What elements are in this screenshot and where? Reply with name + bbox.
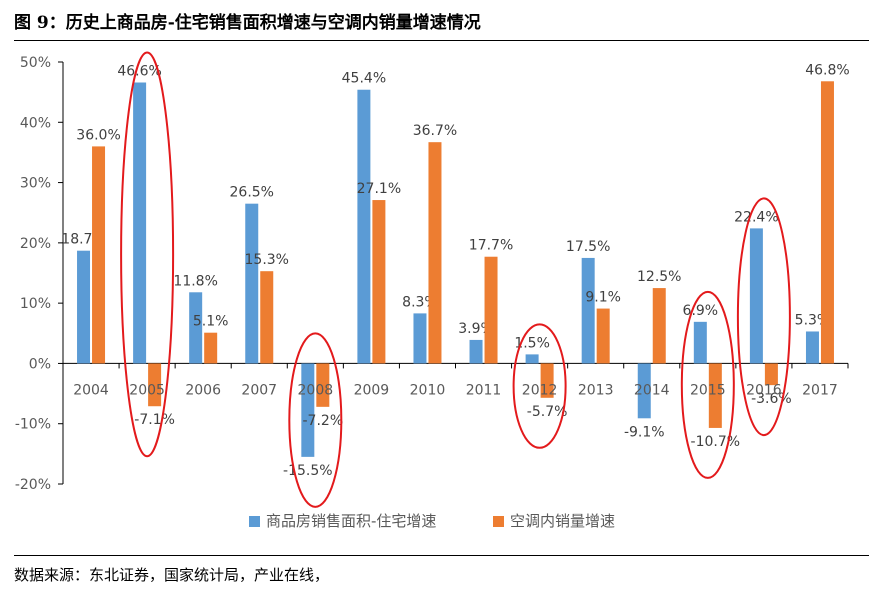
bar-housing-sales-growth: [77, 250, 91, 364]
legend-label-housing: 商品房销售面积-住宅增速: [266, 512, 436, 530]
bar-housing-sales-growth: [581, 257, 595, 364]
data-label-ac: 15.3%: [245, 252, 289, 268]
bar-housing-sales-growth: [301, 363, 315, 457]
highlight-ellipse: [736, 197, 791, 437]
legend-swatch-ac: [493, 516, 504, 527]
highlight-ellipse: [512, 323, 567, 449]
data-label-ac: -7.1%: [134, 412, 175, 428]
data-label-ac: 12.5%: [637, 269, 681, 285]
bar-ac-sales-growth: [820, 81, 834, 364]
x-tick-label: 2017: [802, 382, 838, 398]
highlight-ellipse: [288, 332, 343, 508]
bar-ac-sales-growth: [372, 200, 386, 364]
legend-swatch-housing: [249, 516, 260, 527]
bar-ac-sales-growth: [764, 363, 778, 386]
bar-ac-sales-growth: [652, 288, 666, 364]
data-label-housing: 26.5%: [230, 185, 274, 201]
data-label-housing: 22.4%: [734, 209, 778, 225]
bar-housing-sales-growth: [357, 89, 371, 364]
bar-ac-sales-growth: [540, 363, 554, 398]
data-label-ac: 17.7%: [469, 238, 513, 254]
highlight-ellipse: [680, 290, 735, 479]
bar-ac-sales-growth: [148, 363, 162, 407]
bar-ac-sales-growth: [428, 142, 442, 364]
y-tick-label: 10%: [20, 296, 51, 312]
bar-ac-sales-growth: [708, 363, 722, 428]
data-label-housing: 6.9%: [683, 303, 719, 319]
data-label-ac: -7.2%: [303, 413, 344, 429]
bar-ac-sales-growth: [316, 363, 330, 407]
data-label-ac: 5.1%: [193, 314, 229, 330]
x-tick-label: 2014: [634, 382, 670, 398]
bar-housing-sales-growth: [469, 339, 483, 364]
x-tick-label: 2009: [354, 382, 390, 398]
data-label-ac: -10.7%: [691, 434, 741, 450]
x-tick-label: 2012: [522, 382, 558, 398]
y-tick-label: 0%: [29, 356, 51, 372]
legend-label-ac: 空调内销量增速: [510, 512, 615, 530]
bar-housing-sales-growth: [525, 354, 539, 364]
x-tick-label: 2010: [410, 382, 446, 398]
bar-ac-sales-growth: [484, 256, 498, 364]
data-label-housing: 17.5%: [566, 239, 610, 255]
x-tick-label: 2008: [298, 382, 334, 398]
title-rule: [14, 40, 869, 41]
data-label-housing: -9.1%: [624, 424, 665, 440]
x-tick-label: 2006: [185, 382, 221, 398]
bar-ac-sales-growth: [92, 146, 106, 364]
bar-ac-sales-growth: [260, 271, 274, 364]
x-tick-label: 2016: [746, 382, 782, 398]
data-label-ac: 36.0%: [76, 127, 120, 143]
bar-ac-sales-growth: [596, 308, 610, 364]
source-rule: [14, 555, 869, 556]
x-tick-label: 2015: [690, 382, 726, 398]
source-note: 数据来源：东北证券，国家统计局，产业在线，: [14, 566, 330, 584]
data-label-housing: 11.8%: [173, 273, 217, 289]
y-tick-label: 30%: [20, 176, 51, 192]
bar-housing-sales-growth: [637, 363, 651, 419]
bar-housing-sales-growth: [133, 82, 147, 364]
bar-housing-sales-growth: [189, 292, 203, 364]
y-tick-label: 50%: [20, 55, 51, 71]
bar-housing-sales-growth: [805, 331, 819, 364]
bar-housing-sales-growth: [245, 203, 259, 364]
bar-chart: 50%40%30%20%10%0%-10%-20%18.7%36.0%20044…: [15, 51, 850, 530]
data-label-ac: 9.1%: [585, 290, 621, 306]
data-label-housing: 46.6%: [117, 63, 161, 79]
data-label-ac: 27.1%: [357, 181, 401, 197]
bar-housing-sales-growth: [749, 228, 763, 364]
y-tick-label: 20%: [20, 236, 51, 252]
data-label-housing: -15.5%: [283, 463, 333, 479]
y-tick-label: -20%: [15, 477, 51, 493]
data-label-ac: 46.8%: [805, 62, 849, 78]
bar-housing-sales-growth: [413, 313, 427, 364]
data-label-ac: 36.7%: [413, 123, 457, 139]
bar-ac-sales-growth: [204, 332, 218, 364]
x-tick-label: 2005: [129, 382, 165, 398]
x-tick-label: 2004: [73, 382, 109, 398]
figure-title: 图 9：历史上商品房-住宅销售面积增速与空调内销量增速情况: [14, 13, 481, 33]
x-tick-label: 2013: [578, 382, 614, 398]
x-tick-label: 2011: [466, 382, 502, 398]
data-label-housing: 45.4%: [342, 71, 386, 87]
y-tick-label: -10%: [15, 417, 51, 433]
data-label-ac: -5.7%: [527, 404, 568, 420]
x-tick-label: 2007: [241, 382, 277, 398]
highlight-ellipse: [120, 51, 175, 458]
y-tick-label: 40%: [20, 115, 51, 131]
bar-housing-sales-growth: [693, 321, 707, 364]
